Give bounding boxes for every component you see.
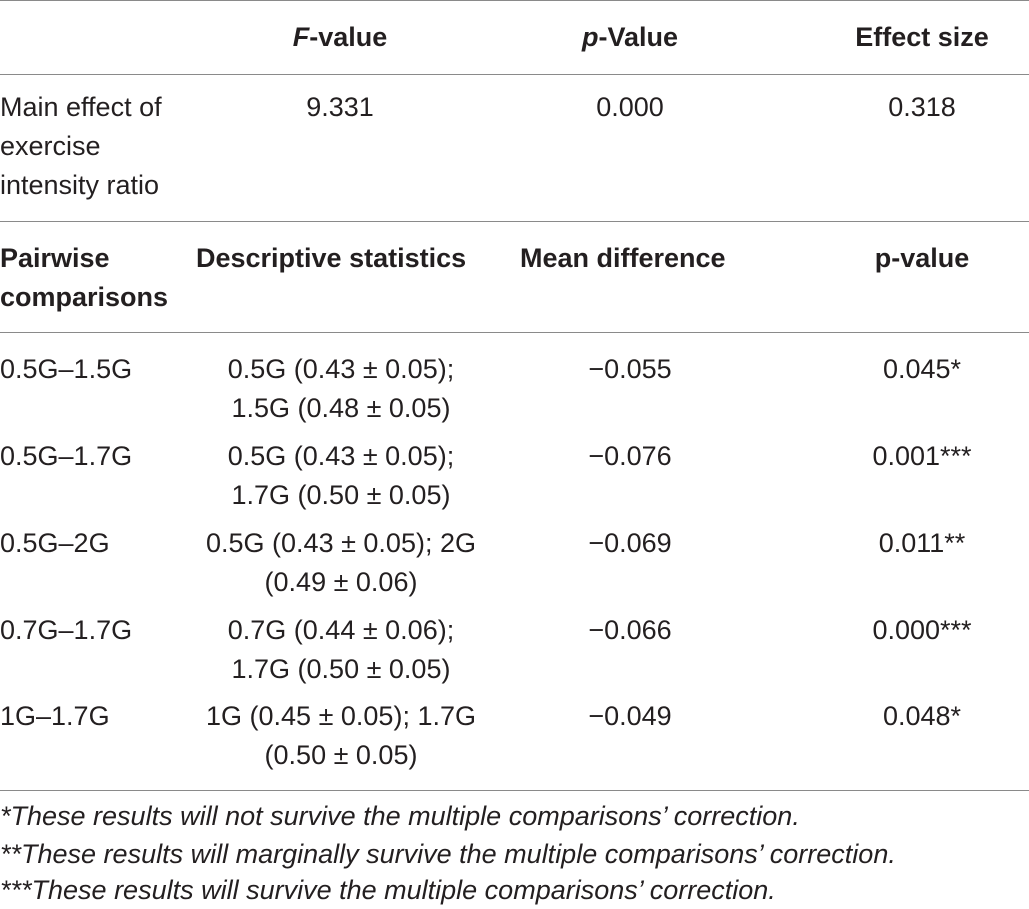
row-comparison: 0.5G–1.7G xyxy=(0,441,133,471)
main-effect-label-line3: intensity ratio xyxy=(0,170,160,200)
row-comparison: 0.5G–2G xyxy=(0,528,110,558)
row-p-value: 0.000*** xyxy=(872,615,972,645)
row-comparison: 0.7G–1.7G xyxy=(0,615,133,645)
row-mean-diff: −0.055 xyxy=(588,354,672,384)
main-effect-f-value: 9.331 xyxy=(306,92,374,122)
row-p-value: 0.045* xyxy=(882,354,962,384)
main-effect-label: Main effect of exercise intensity ratio xyxy=(0,88,162,205)
row-descriptive: 0.5G (0.43 ± 0.05); 1.5G (0.48 ± 0.05) xyxy=(227,354,455,423)
row-comparison: 0.5G–1.5G xyxy=(0,354,133,384)
row-p-value: 0.001*** xyxy=(872,441,972,471)
pairwise-header-p-value: p-value xyxy=(874,243,970,273)
footnote-1: *These results will not survive the mult… xyxy=(0,801,800,831)
main-effect-rule xyxy=(0,221,1029,222)
footnote-3: ***These results will survive the multip… xyxy=(0,875,776,905)
row-descriptive: 1G (0.45 ± 0.05); 1.7G (0.50 ± 0.05) xyxy=(206,701,476,770)
row-mean-diff: −0.069 xyxy=(588,528,672,558)
row-p-value: 0.048* xyxy=(882,701,962,731)
main-effect-effect-size: 0.318 xyxy=(888,92,956,122)
main-effect-label-line1: Main effect of xyxy=(0,92,162,122)
header-p-value: p-Value xyxy=(581,22,679,52)
header-rule xyxy=(0,74,1029,75)
table-bottom-rule xyxy=(0,790,1029,791)
table-top-rule xyxy=(0,0,1029,1)
row-mean-diff: −0.049 xyxy=(588,701,672,731)
pairwise-header-descriptive: Descriptive statistics xyxy=(196,243,467,273)
row-p-value: 0.011** xyxy=(878,528,966,558)
row-descriptive: 0.7G (0.44 ± 0.06); 1.7G (0.50 ± 0.05) xyxy=(227,615,455,684)
row-descriptive: 0.5G (0.43 ± 0.05); 2G (0.49 ± 0.06) xyxy=(206,528,476,597)
pairwise-header-rule xyxy=(0,332,1029,333)
pairwise-header-mean-diff: Mean difference xyxy=(520,243,726,273)
header-effect-size: Effect size xyxy=(855,22,989,52)
row-descriptive: 0.5G (0.43 ± 0.05); 1.7G (0.50 ± 0.05) xyxy=(227,441,455,510)
pairwise-header-comparisons: Pairwise comparisons xyxy=(0,243,169,312)
footnote-2: **These results will marginally survive … xyxy=(0,839,896,869)
main-effect-label-line2: exercise xyxy=(0,131,101,161)
row-comparison: 1G–1.7G xyxy=(0,701,110,731)
row-mean-diff: −0.076 xyxy=(588,441,672,471)
row-mean-diff: −0.066 xyxy=(588,615,672,645)
main-effect-p-value: 0.000 xyxy=(596,92,664,122)
header-f-value: F-value xyxy=(292,22,388,52)
